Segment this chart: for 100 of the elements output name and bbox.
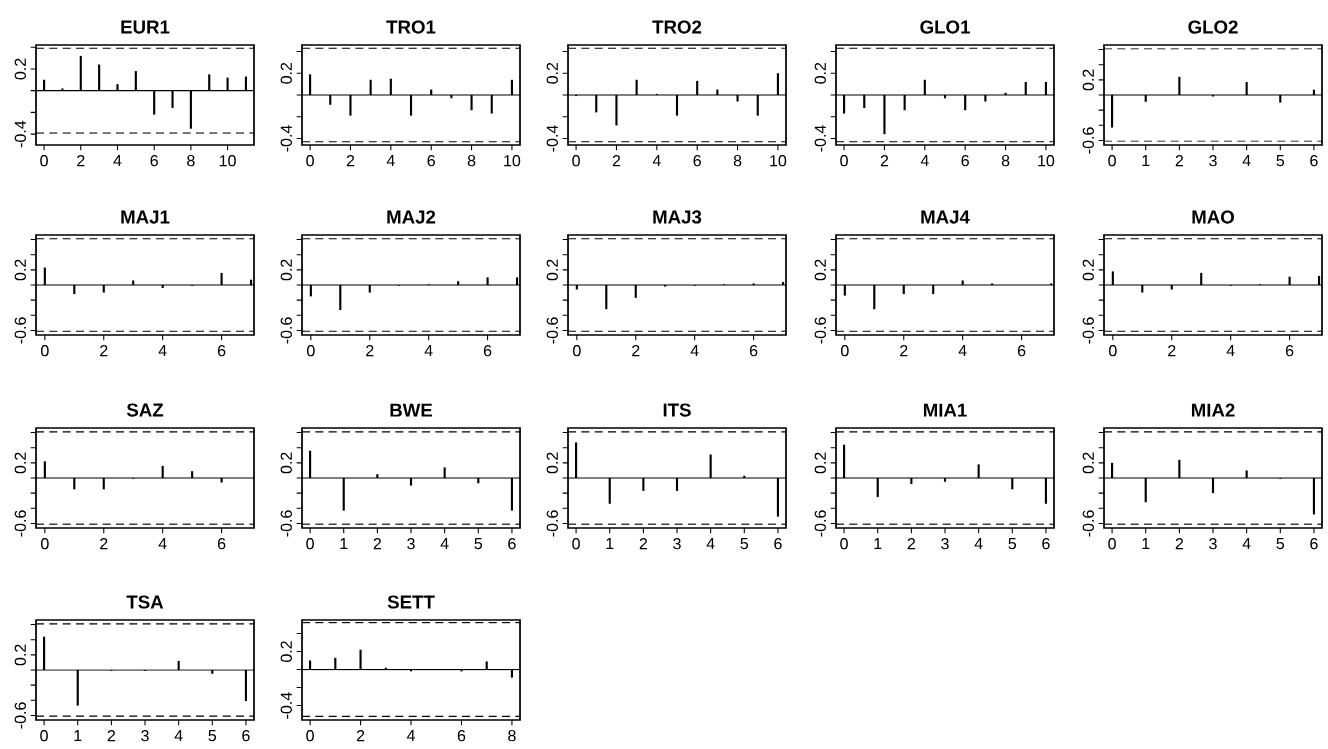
x-tick-label: 0	[840, 538, 848, 550]
x-tick-label: 3	[673, 538, 681, 550]
y-tick-label: 0.2	[280, 62, 292, 84]
x-tick-label: 6	[1285, 345, 1294, 357]
x-tick-label: 2	[900, 345, 908, 357]
y-tick-label: 0.2	[14, 644, 26, 666]
x-tick-label: 0	[40, 730, 48, 742]
y-tick-label: 0.2	[546, 259, 558, 281]
y-tick-label: -0.4	[814, 125, 826, 152]
x-tick-label: 4	[158, 538, 167, 550]
x-tick-label: 0	[306, 538, 314, 550]
x-tick-label: 6	[217, 538, 226, 550]
x-tick-label: 8	[733, 155, 742, 167]
x-tick-label: 1	[1142, 538, 1150, 550]
x-tick-label: 10	[504, 155, 521, 167]
x-tick-label: 2	[100, 538, 108, 550]
x-tick-label: 6	[774, 538, 782, 550]
x-tick-label: 0	[841, 345, 849, 357]
y-tick-label: -0.6	[546, 317, 558, 344]
chart-title: GLO2	[1188, 20, 1238, 34]
x-tick-label: 2	[346, 155, 355, 167]
y-tick-label: -0.6	[1082, 510, 1094, 537]
x-tick-label: 0	[307, 345, 315, 357]
x-tick-label: 5	[1276, 155, 1285, 167]
x-tick-label: 3	[141, 730, 149, 742]
y-tick-label: 0.2	[14, 452, 26, 474]
x-tick-label: 1	[74, 730, 82, 742]
y-tick-label: -0.6	[14, 317, 26, 344]
x-tick-label: 2	[632, 345, 640, 357]
y-tick-label: -0.6	[280, 510, 292, 537]
x-tick-label: 8	[1001, 155, 1010, 167]
x-tick-label: 5	[1276, 538, 1285, 550]
x-tick-label: 6	[693, 155, 701, 167]
x-tick-label: 6	[508, 538, 516, 550]
x-tick-label: 0	[1108, 538, 1116, 550]
x-tick-label: 4	[652, 155, 661, 167]
x-tick-label: 4	[406, 730, 415, 742]
x-tick-label: 3	[941, 538, 949, 550]
chart-title: SETT	[387, 595, 435, 609]
x-tick-label: 8	[508, 730, 516, 742]
x-tick-label: 0	[40, 155, 48, 167]
x-tick-label: 1	[874, 538, 882, 550]
y-tick-label: 0.2	[14, 58, 26, 80]
x-tick-label: 4	[174, 730, 183, 742]
x-tick-label: 2	[880, 155, 889, 167]
y-tick-label: 0.2	[280, 259, 292, 281]
x-tick-label: 2	[907, 538, 916, 550]
y-tick-label: -0.6	[280, 317, 292, 344]
x-tick-label: 10	[1038, 155, 1055, 167]
y-tick-label: 0.2	[546, 62, 558, 84]
y-tick-label: 0.2	[814, 62, 826, 84]
y-tick-label: -0.6	[1082, 127, 1094, 154]
y-tick-label: 0.2	[1082, 259, 1094, 281]
chart-title: ITS	[663, 403, 691, 417]
x-tick-label: 0	[306, 155, 314, 167]
x-tick-label: 6	[427, 155, 435, 167]
y-tick-label: 0.2	[280, 452, 292, 474]
x-tick-label: 5	[474, 538, 483, 550]
y-tick-label: -0.4	[280, 125, 292, 152]
x-tick-label: 2	[612, 155, 621, 167]
x-tick-label: 2	[366, 345, 374, 357]
x-tick-label: 6	[242, 730, 250, 742]
y-tick-label: -0.6	[814, 510, 826, 537]
x-tick-label: 2	[639, 538, 648, 550]
chart-title: BWE	[390, 403, 433, 417]
x-tick-label: 3	[1209, 538, 1217, 550]
x-tick-label: 6	[1310, 538, 1318, 550]
x-tick-label: 5	[208, 730, 217, 742]
y-tick-label: -0.6	[14, 510, 26, 537]
x-tick-label: 6	[483, 345, 492, 357]
x-tick-label: 0	[41, 345, 49, 357]
x-tick-label: 2	[107, 730, 116, 742]
chart-title: MIA2	[1191, 403, 1235, 417]
x-tick-label: 2	[100, 345, 108, 357]
x-tick-label: 4	[113, 155, 122, 167]
y-tick-label: 0.2	[546, 452, 558, 474]
chart-title: MAJ4	[921, 210, 970, 224]
chart-title: TRO2	[652, 20, 702, 34]
x-tick-label: 2	[1175, 155, 1184, 167]
y-tick-label: -0.4	[280, 692, 292, 719]
x-tick-label: 1	[340, 538, 348, 550]
x-tick-label: 2	[356, 730, 365, 742]
x-tick-label: 4	[440, 538, 449, 550]
y-tick-label: -0.6	[14, 702, 26, 729]
y-tick-label: 0.2	[280, 641, 292, 663]
chart-title: TSA	[126, 595, 164, 609]
x-tick-label: 4	[974, 538, 983, 550]
x-tick-label: 6	[150, 155, 158, 167]
x-tick-label: 6	[1017, 345, 1026, 357]
x-tick-label: 2	[1168, 345, 1176, 357]
x-tick-label: 2	[77, 155, 85, 167]
x-tick-label: 4	[920, 155, 929, 167]
x-tick-label: 0	[840, 155, 848, 167]
x-tick-label: 10	[770, 155, 787, 167]
y-tick-label: 0.2	[14, 259, 26, 281]
y-tick-label: -0.6	[814, 317, 826, 344]
x-tick-label: 6	[749, 345, 758, 357]
x-tick-label: 0	[306, 730, 314, 742]
x-tick-label: 0	[572, 155, 580, 167]
x-tick-label: 6	[1042, 538, 1050, 550]
